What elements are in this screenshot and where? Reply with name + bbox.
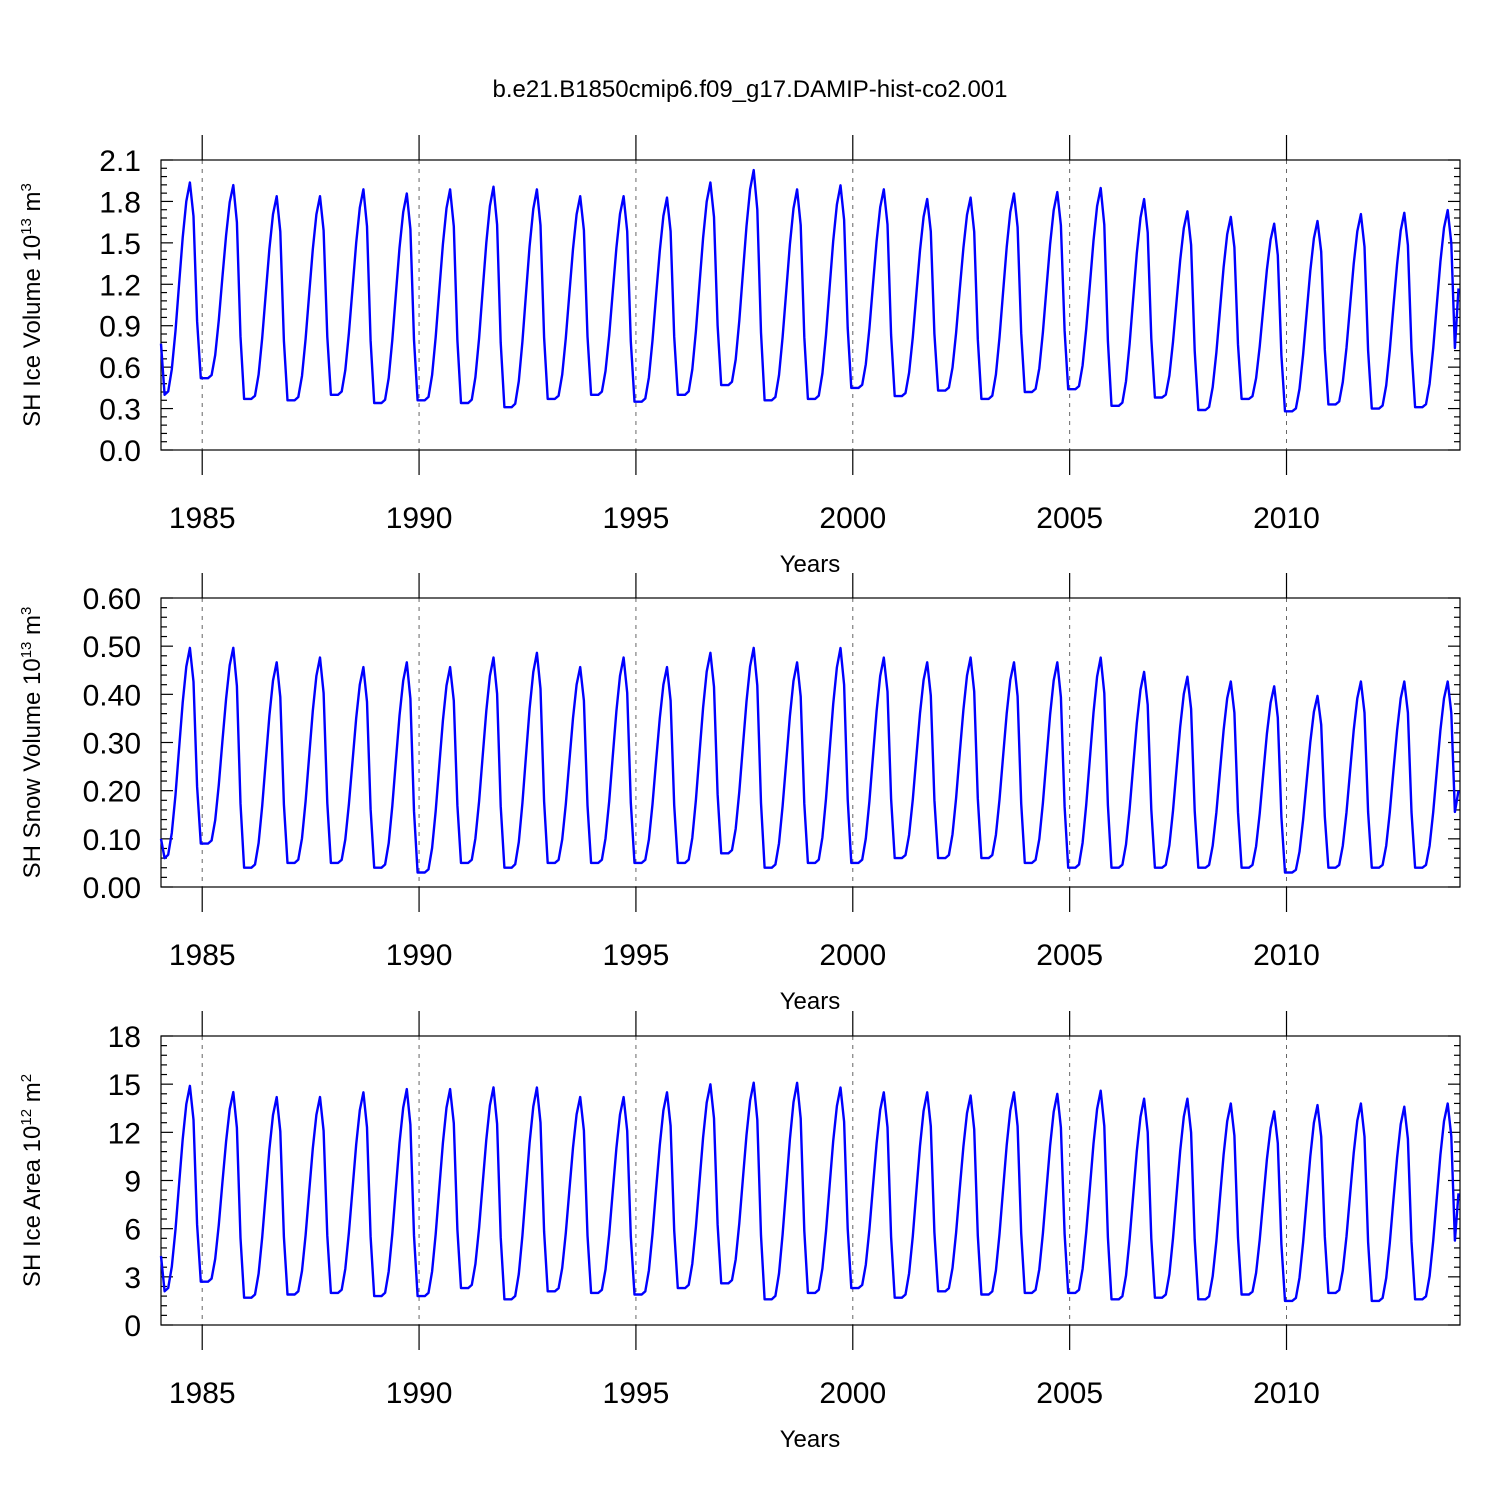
ice-area-y-tick-labels: 0 3 6 9 12 15 18 — [108, 1021, 141, 1343]
ice-volume-plot-frame — [160, 159, 1461, 451]
snow-volume-series-line — [159, 646, 1460, 874]
ice-area-panel: 0 3 6 9 12 15 18 1985 1990 1995 2000 2005 2010 Year… — [18, 1011, 1461, 1453]
ice-area-ticks — [161, 1011, 1460, 1350]
x-tick-label: 2005 — [1036, 939, 1103, 972]
y-tick-label: 2.1 — [99, 145, 141, 178]
y-tick-label: 15 — [108, 1069, 141, 1102]
y-tick-label: 3 — [124, 1262, 141, 1295]
y-tick-label: 0.60 — [83, 583, 141, 616]
figure-title: b.e21.B1850cmip6.f09_g17.DAMIP-hist-co2.… — [493, 76, 1008, 103]
x-tick-label: 1985 — [169, 939, 236, 972]
y-tick-label: 0.40 — [83, 679, 141, 712]
y-tick-label: 6 — [124, 1214, 141, 1247]
ice-volume-series-line — [159, 168, 1460, 413]
x-tick-label: 2000 — [819, 939, 886, 972]
y-tick-label: 0.0 — [99, 435, 141, 468]
y-tick-label: 9 — [124, 1166, 141, 1199]
ice-volume-grid — [201, 160, 1288, 450]
ice-volume-x-axis-title: Years — [780, 551, 841, 578]
snow-volume-y-tick-labels: 0.00 0.10 0.20 0.30 0.40 0.50 0.60 — [83, 583, 141, 905]
y-tick-label: 1.8 — [99, 186, 141, 219]
y-tick-label: 0 — [124, 1310, 141, 1343]
y-tick-label: 12 — [108, 1117, 141, 1150]
x-tick-label: 2010 — [1253, 939, 1320, 972]
snow-volume-panel: 0.00 0.10 0.20 0.30 0.40 0.50 0.60 1985 1990 199… — [18, 573, 1461, 1015]
x-tick-label: 1995 — [603, 939, 670, 972]
x-tick-label: 1990 — [386, 502, 453, 535]
ice-area-y-axis-unit: m — [19, 1082, 46, 1102]
snow-volume-y-axis-title: SH Snow Volume 1013 m3 — [18, 607, 46, 879]
ice-volume-panel: 0.0 0.3 0.6 0.9 1.2 1.5 1.8 2.1 1985 1990 1995 200… — [18, 135, 1461, 578]
ice-area-x-axis-title: Years — [780, 1426, 841, 1453]
x-tick-label: 1995 — [603, 1377, 670, 1410]
x-tick-label: 2000 — [819, 502, 886, 535]
ice-volume-ticks — [161, 135, 1460, 475]
snow-volume-y-axis-main: SH Snow Volume 10 — [19, 658, 46, 878]
snow-volume-y-axis-exponent: 13 — [18, 642, 35, 659]
snow-volume-x-tick-labels: 1985 1990 1995 2000 2005 2010 — [169, 939, 1320, 972]
x-tick-label: 2010 — [1253, 1377, 1320, 1410]
y-tick-label: 0.20 — [83, 776, 141, 809]
y-tick-label: 0.00 — [83, 872, 141, 905]
ice-volume-y-axis-title: SH Ice Volume 1013 m3 — [18, 183, 46, 427]
ice-area-y-axis-unit-space — [19, 1102, 46, 1109]
snow-volume-y-axis-unit-exponent: 3 — [18, 607, 35, 615]
y-tick-label: 0.10 — [83, 824, 141, 857]
ice-volume-x-tick-labels: 1985 1990 1995 2000 2005 2010 — [169, 502, 1320, 535]
y-tick-label: 0.6 — [99, 352, 141, 385]
y-tick-label: 1.2 — [99, 269, 141, 302]
ice-volume-y-axis-unit-exponent: 3 — [18, 183, 35, 191]
y-tick-label: 18 — [108, 1021, 141, 1054]
y-tick-label: 0.50 — [83, 631, 141, 664]
x-tick-label: 2000 — [819, 1377, 886, 1410]
ice-volume-y-axis-main: SH Ice Volume 10 — [19, 235, 46, 427]
snow-volume-x-axis-title: Years — [780, 988, 841, 1015]
y-tick-label: 0.3 — [99, 394, 141, 427]
y-tick-label: 1.5 — [99, 228, 141, 261]
snow-volume-grid — [201, 598, 1288, 887]
ice-volume-y-axis-unit-space — [19, 211, 46, 218]
x-tick-label: 1985 — [169, 1377, 236, 1410]
snow-volume-y-axis-unit-space — [19, 635, 46, 642]
x-tick-label: 2010 — [1253, 502, 1320, 535]
snow-volume-y-axis-unit: m — [19, 615, 46, 635]
ice-area-series-line — [159, 1081, 1460, 1303]
x-tick-label: 1990 — [386, 939, 453, 972]
x-tick-label: 1990 — [386, 1377, 453, 1410]
y-tick-label: 0.9 — [99, 311, 141, 344]
x-tick-label: 2005 — [1036, 1377, 1103, 1410]
ice-volume-y-axis-exponent: 13 — [18, 218, 35, 235]
ice-area-grid — [201, 1036, 1288, 1325]
x-tick-label: 2005 — [1036, 502, 1103, 535]
ice-volume-y-axis-unit: m — [19, 191, 46, 211]
x-tick-label: 1985 — [169, 502, 236, 535]
ice-area-x-tick-labels: 1985 1990 1995 2000 2005 2010 — [169, 1377, 1320, 1410]
snow-volume-ticks — [161, 573, 1460, 912]
ice-volume-y-tick-labels: 0.0 0.3 0.6 0.9 1.2 1.5 1.8 2.1 — [99, 145, 141, 468]
ice-area-y-axis-unit-exponent: 2 — [18, 1074, 35, 1082]
x-tick-label: 1995 — [603, 502, 670, 535]
ice-area-y-axis-title: SH Ice Area 1012 m2 — [18, 1074, 46, 1287]
ice-area-y-axis-exponent: 12 — [18, 1109, 35, 1126]
y-tick-label: 0.30 — [83, 728, 141, 761]
ice-area-y-axis-main: SH Ice Area 10 — [19, 1126, 46, 1287]
